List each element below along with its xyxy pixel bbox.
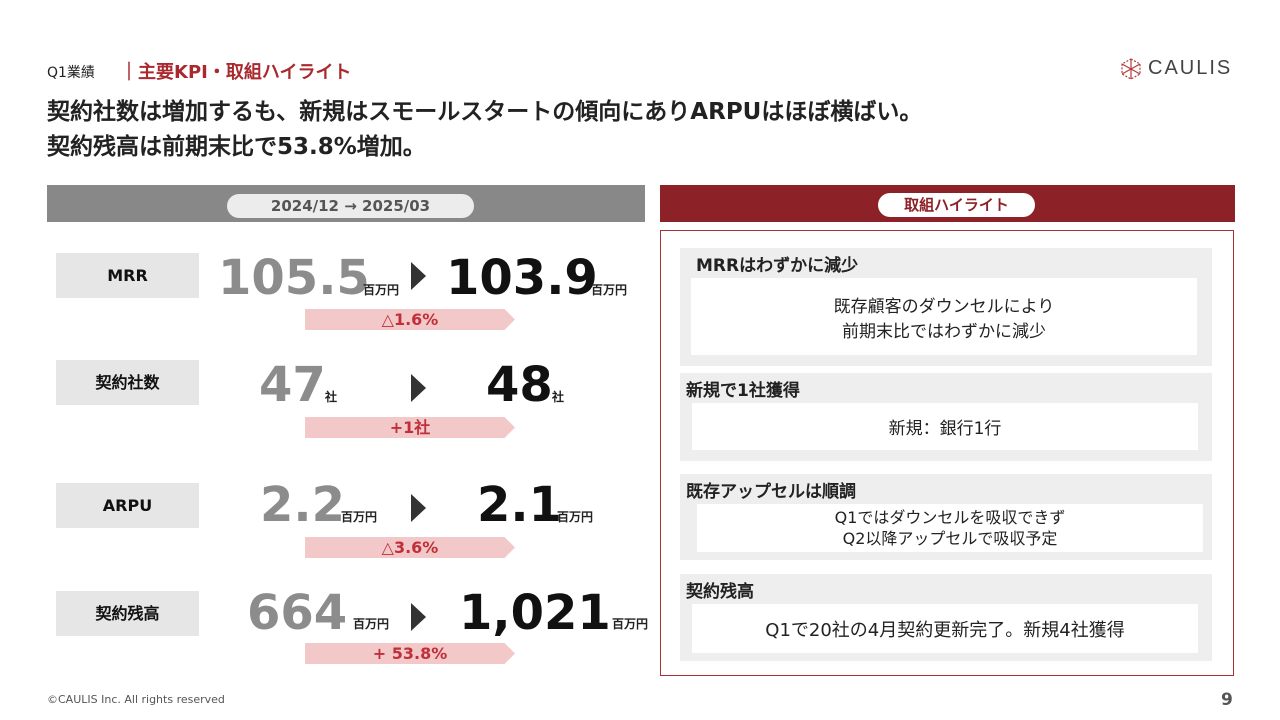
- highlight-body: Q1ではダウンセルを吸収できず Q2以降アップセルで吸収予定: [697, 504, 1203, 552]
- highlight-line: Q1で20社の4月契約更新完了。新規4社獲得: [765, 619, 1125, 641]
- kpi-arpu-delta: △3.6%: [305, 537, 515, 558]
- highlight-card: MRRはわずかに減少 既存顧客のダウンセルにより 前期末比ではわずかに減少: [680, 248, 1212, 366]
- kpi-label-arpu: ARPU: [56, 483, 199, 528]
- highlights-frame: [660, 230, 1234, 676]
- kpi-arpu-before-unit: 百万円: [341, 510, 378, 524]
- kpi-mrr-before: 105.5: [218, 250, 370, 306]
- highlight-line: 既存顧客のダウンセルにより: [833, 296, 1055, 317]
- kpi-mrr-delta: △1.6%: [305, 309, 515, 330]
- headline-line-2: 契約残高は前期末比で53.8%増加。: [47, 134, 426, 160]
- period-bar: 2024/12 → 2025/03: [47, 185, 645, 222]
- highlight-title: 既存アップセルは順調: [686, 482, 856, 502]
- kpi-label-backlog: 契約残高: [56, 591, 199, 636]
- arrow-right-icon: [411, 374, 426, 402]
- logo-mark-icon: [1121, 57, 1141, 80]
- copyright: ©CAULIS Inc. All rights reserved: [47, 693, 225, 706]
- section-subtitle: ｜主要KPI・取組ハイライト: [120, 62, 352, 83]
- kpi-arpu-after-unit: 百万円: [557, 510, 594, 524]
- kpi-mrr-before-unit: 百万円: [363, 283, 400, 297]
- kpi-label-contracts: 契約社数: [56, 360, 199, 405]
- highlight-body: Q1で20社の4月契約更新完了。新規4社獲得: [692, 604, 1198, 653]
- highlight-title: 新規で1社獲得: [686, 381, 800, 401]
- highlights-title: 取組ハイライト: [878, 193, 1035, 217]
- kpi-contracts-after-unit: 社: [552, 390, 565, 404]
- section-label: Q1業績: [47, 65, 95, 81]
- highlight-line: 新規：銀行1行: [888, 419, 1002, 439]
- kpi-backlog-before-unit: 百万円: [353, 617, 390, 631]
- kpi-mrr-after: 103.9: [446, 250, 598, 306]
- highlight-card: 契約残高 Q1で20社の4月契約更新完了。新規4社獲得: [680, 574, 1212, 661]
- highlight-card: 新規で1社獲得 新規：銀行1行: [680, 373, 1212, 461]
- kpi-backlog-before: 664: [247, 585, 348, 641]
- highlight-body: 既存顧客のダウンセルにより 前期末比ではわずかに減少: [691, 278, 1197, 355]
- page-headline: 契約社数は増加するも、新規はスモールスタートの傾向にありARPUはほぼ横ばい。 …: [47, 95, 922, 165]
- highlight-title: 契約残高: [686, 582, 754, 602]
- highlights-header: 取組ハイライト: [660, 185, 1235, 222]
- headline-line-1: 契約社数は増加するも、新規はスモールスタートの傾向にありARPUはほぼ横ばい。: [47, 99, 923, 125]
- page-number: 9: [1221, 690, 1233, 710]
- kpi-contracts-before-unit: 社: [325, 390, 338, 404]
- highlight-body: 新規：銀行1行: [692, 403, 1198, 450]
- highlight-line: Q2以降アップセルで吸収予定: [842, 529, 1058, 548]
- kpi-backlog-delta: + 53.8%: [305, 643, 515, 664]
- arrow-right-icon: [411, 262, 426, 290]
- logo-text: CAULIS: [1148, 57, 1233, 79]
- highlight-card: 既存アップセルは順調 Q1ではダウンセルを吸収できず Q2以降アップセルで吸収予…: [680, 474, 1212, 560]
- kpi-arpu-before: 2.2: [260, 477, 346, 533]
- company-logo: CAULIS: [1120, 57, 1232, 80]
- kpi-contracts-delta: +1社: [305, 417, 515, 438]
- kpi-mrr-after-unit: 百万円: [591, 283, 628, 297]
- kpi-backlog-after: 1,021: [459, 585, 611, 641]
- arrow-right-icon: [411, 603, 426, 631]
- kpi-contracts-before: 47: [259, 357, 326, 413]
- kpi-label-mrr: MRR: [56, 253, 199, 298]
- highlight-line: Q1ではダウンセルを吸収できず: [834, 508, 1066, 527]
- arrow-right-icon: [411, 494, 426, 522]
- kpi-contracts-after: 48: [486, 357, 553, 413]
- period-label: 2024/12 → 2025/03: [227, 194, 474, 218]
- highlight-title: MRRはわずかに減少: [696, 256, 859, 276]
- kpi-arpu-after: 2.1: [477, 477, 563, 533]
- kpi-backlog-after-unit: 百万円: [612, 617, 649, 631]
- highlight-line: 前期末比ではわずかに減少: [842, 321, 1046, 342]
